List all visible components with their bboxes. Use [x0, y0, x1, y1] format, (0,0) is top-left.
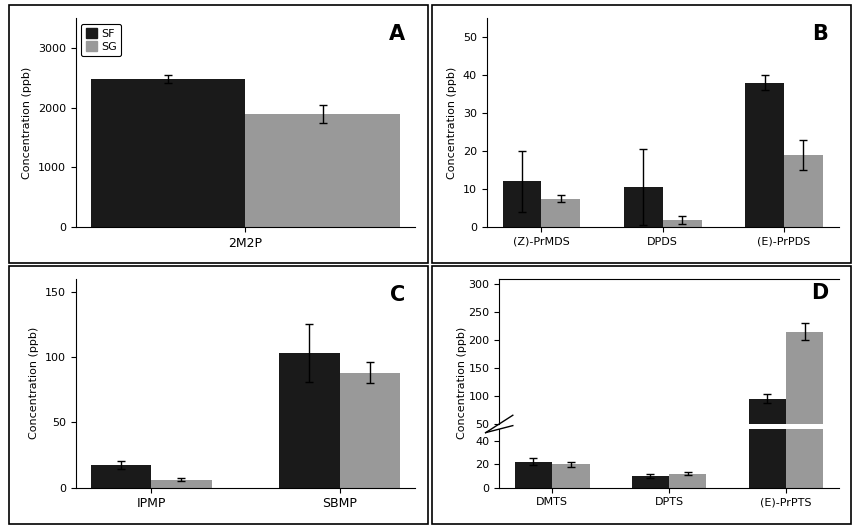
Bar — [624, 187, 663, 227]
Bar — [280, 353, 340, 488]
Bar — [669, 473, 706, 488]
Text: A: A — [389, 24, 405, 44]
Bar — [784, 155, 823, 227]
Bar — [786, 332, 823, 452]
Text: Concentration (ppb): Concentration (ppb) — [458, 327, 467, 439]
Y-axis label: Concentration (ppb): Concentration (ppb) — [29, 327, 40, 439]
Bar — [631, 446, 669, 452]
Bar — [91, 79, 245, 227]
Text: C: C — [390, 285, 405, 305]
Y-axis label: Concentration (ppb): Concentration (ppb) — [447, 67, 458, 179]
Legend: SF, SG: SF, SG — [81, 24, 121, 57]
Bar — [748, 399, 786, 452]
Bar — [552, 441, 589, 452]
Bar — [542, 198, 580, 227]
Bar — [746, 83, 784, 227]
Bar — [786, 236, 823, 488]
Bar — [340, 373, 400, 488]
Bar — [748, 377, 786, 488]
Text: B: B — [813, 24, 828, 44]
Bar — [91, 466, 151, 488]
Bar — [502, 181, 542, 227]
Bar — [552, 464, 589, 488]
Y-axis label: Concentration (ppb): Concentration (ppb) — [22, 67, 33, 179]
Bar — [514, 440, 552, 452]
Bar — [663, 220, 702, 227]
Bar — [245, 114, 400, 227]
Text: D: D — [811, 283, 829, 303]
Bar — [151, 480, 212, 488]
Bar — [514, 462, 552, 488]
Bar — [631, 476, 669, 488]
Bar — [669, 445, 706, 452]
